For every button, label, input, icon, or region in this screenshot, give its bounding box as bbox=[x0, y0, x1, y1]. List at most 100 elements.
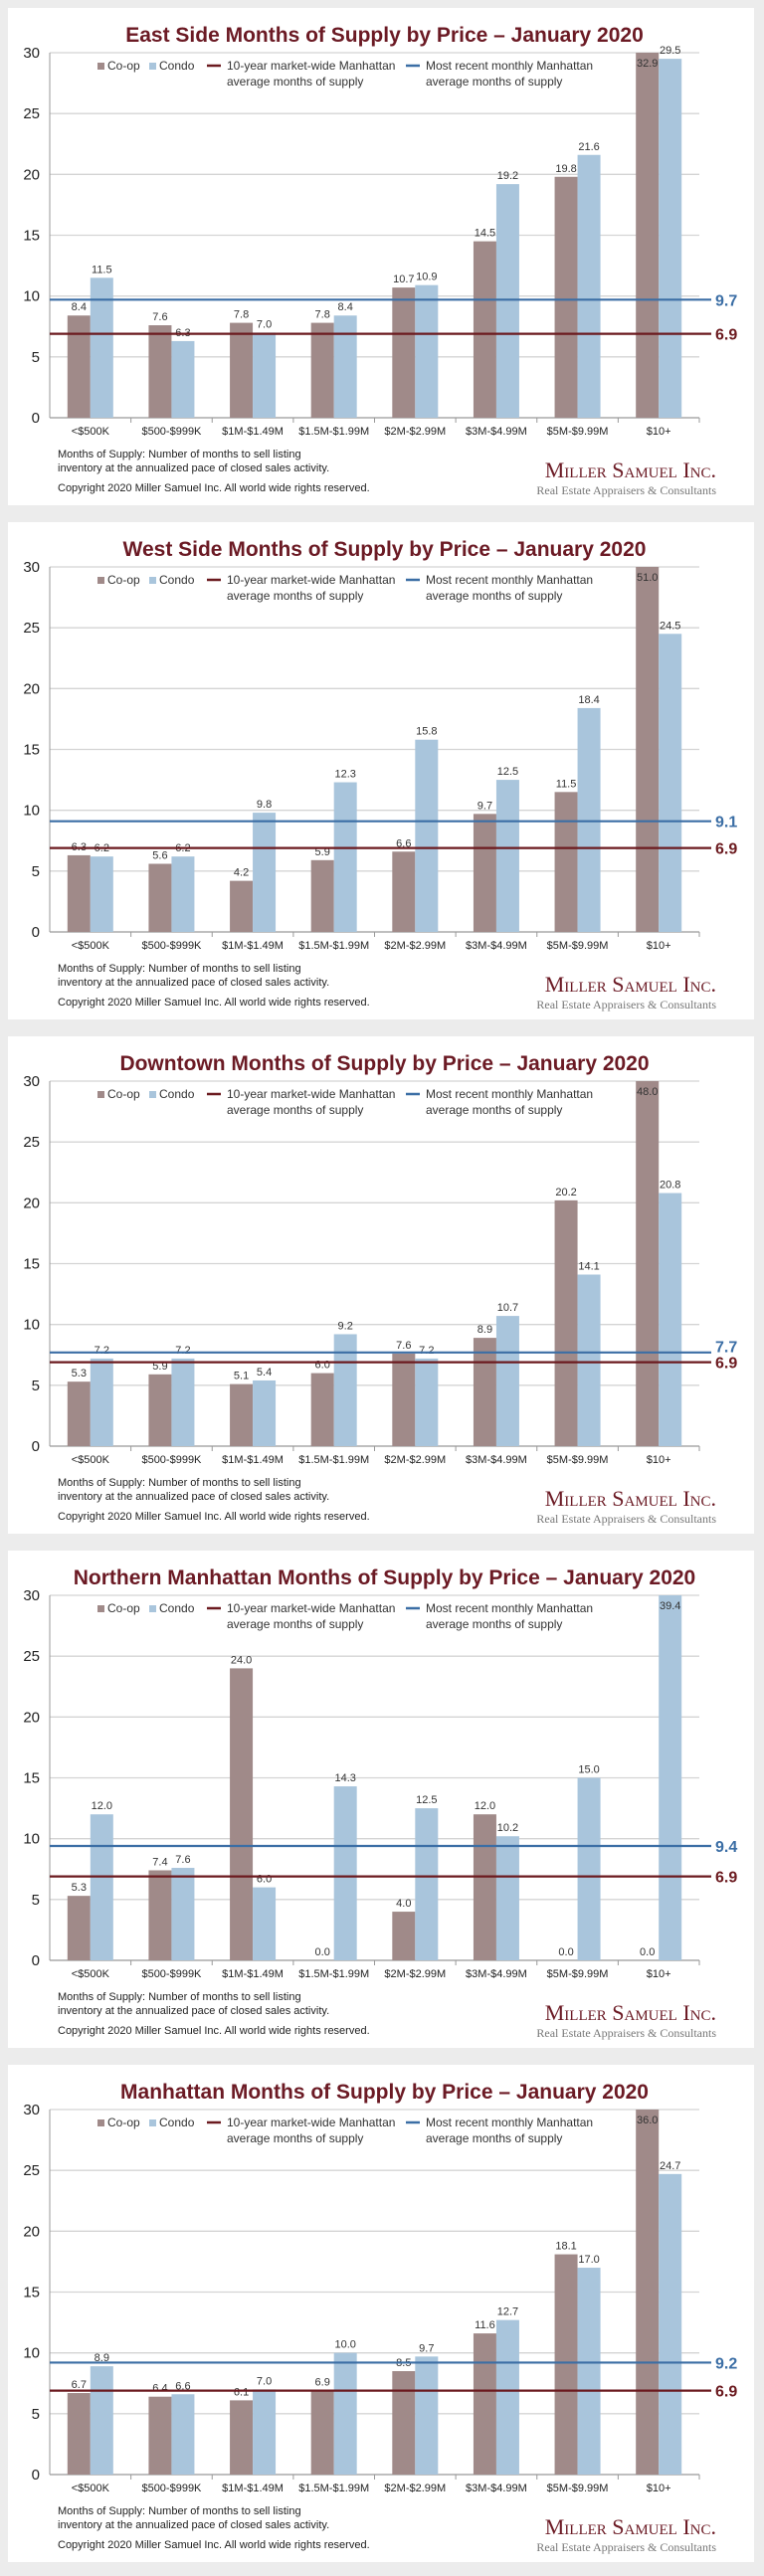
condo-bar bbox=[90, 856, 113, 932]
bar-chart: Northern Manhattan Months of Supply by P… bbox=[23, 1566, 737, 2040]
data-label: 29.5 bbox=[660, 45, 680, 57]
legend-ten-year-label: average months of supply bbox=[227, 2131, 363, 2145]
coop-bar bbox=[230, 2400, 254, 2475]
footnote: Months of Supply: Number of months to se… bbox=[58, 1991, 301, 2003]
condo-bar bbox=[333, 315, 357, 418]
condo-bar bbox=[495, 1836, 519, 1960]
condo-bar bbox=[415, 1358, 439, 1446]
legend-condo-swatch bbox=[149, 1605, 156, 1612]
x-category-label: <$500K bbox=[72, 940, 110, 952]
logo-tagline: Real Estate Appraisers & Consultants bbox=[536, 483, 716, 497]
data-label: 14.3 bbox=[334, 1772, 355, 1784]
y-tick-label: 25 bbox=[23, 2162, 40, 2179]
coop-bar bbox=[310, 859, 334, 932]
coop-bar bbox=[310, 322, 334, 418]
x-category-label: $1M-$1.49M bbox=[222, 2483, 284, 2494]
data-label: 20.2 bbox=[555, 1187, 576, 1198]
coop-bar bbox=[67, 1381, 91, 1446]
condo-bar bbox=[659, 59, 682, 418]
data-label: 8.9 bbox=[478, 1324, 492, 1336]
coop-bar bbox=[310, 1373, 334, 1446]
y-tick-label: 10 bbox=[23, 288, 40, 305]
coop-bar bbox=[392, 1912, 416, 1960]
coop-bar bbox=[148, 325, 172, 418]
x-category-label: $1M-$1.49M bbox=[222, 1968, 284, 1980]
legend-recent-label: average months of supply bbox=[426, 2131, 562, 2145]
x-category-label: $500-$999K bbox=[141, 2483, 202, 2494]
data-label: 32.9 bbox=[637, 58, 658, 70]
data-label: 9.8 bbox=[257, 799, 272, 811]
condo-bar bbox=[333, 1786, 357, 1960]
y-tick-label: 0 bbox=[32, 1952, 40, 1969]
condo-bar bbox=[659, 1193, 682, 1446]
data-label: 10.9 bbox=[416, 272, 437, 283]
bar-chart: Manhattan Months of Supply by Price – Ja… bbox=[23, 2081, 737, 2554]
condo-bar bbox=[659, 2173, 682, 2475]
ten-year-average-line-label: 6.9 bbox=[715, 1870, 737, 1887]
data-label: 5.1 bbox=[234, 1371, 249, 1382]
recent-average-line-label: 9.2 bbox=[715, 2355, 737, 2372]
data-label: 6.4 bbox=[152, 2383, 167, 2395]
condo-bar bbox=[577, 1274, 601, 1446]
coop-bar bbox=[473, 1338, 496, 1446]
coop-bar bbox=[392, 287, 416, 418]
data-label: 48.0 bbox=[637, 1086, 658, 1098]
y-tick-label: 25 bbox=[23, 105, 40, 122]
y-tick-label: 30 bbox=[23, 1587, 40, 1604]
data-label: 4.2 bbox=[234, 867, 249, 879]
data-label: 6.0 bbox=[257, 1874, 272, 1886]
logo: Miller Samuel Inc. bbox=[545, 2000, 716, 2025]
x-category-label: $10+ bbox=[647, 940, 671, 952]
data-label: 24.5 bbox=[660, 620, 680, 632]
data-label: 7.2 bbox=[175, 1345, 190, 1357]
data-label: 9.7 bbox=[419, 2342, 434, 2354]
y-tick-label: 5 bbox=[32, 1892, 40, 1909]
legend-recent-label: Most recent monthly Manhattan bbox=[426, 2116, 593, 2129]
condo-bar bbox=[577, 2268, 601, 2475]
x-category-label: <$500K bbox=[72, 2483, 110, 2494]
y-tick-label: 0 bbox=[32, 2467, 40, 2484]
data-label: 11.6 bbox=[475, 2319, 495, 2331]
coop-bar bbox=[554, 792, 578, 932]
legend-condo-swatch bbox=[149, 1091, 156, 1098]
data-label: 39.4 bbox=[660, 1600, 680, 1612]
logo-tagline: Real Estate Appraisers & Consultants bbox=[536, 1512, 716, 1526]
legend-condo-swatch bbox=[149, 577, 156, 584]
coop-bar bbox=[636, 1081, 660, 1446]
y-tick-label: 0 bbox=[32, 1438, 40, 1455]
x-category-label: $1M-$1.49M bbox=[222, 1454, 284, 1466]
data-label: 12.7 bbox=[497, 2306, 518, 2318]
y-tick-label: 0 bbox=[32, 410, 40, 427]
chart-panel: West Side Months of Supply by Price – Ja… bbox=[8, 522, 754, 1019]
legend-condo-swatch bbox=[149, 63, 156, 70]
logo-tagline: Real Estate Appraisers & Consultants bbox=[536, 2026, 716, 2040]
coop-bar bbox=[554, 2254, 578, 2475]
data-label: 7.6 bbox=[152, 311, 167, 323]
condo-bar bbox=[90, 2366, 113, 2475]
data-label: 7.2 bbox=[95, 1345, 109, 1357]
x-category-label: $5M-$9.99M bbox=[547, 1454, 609, 1466]
x-category-label: $1.5M-$1.99M bbox=[298, 2483, 369, 2494]
data-label: 6.0 bbox=[315, 1360, 330, 1372]
data-label: 9.7 bbox=[478, 800, 492, 812]
x-category-label: $500-$999K bbox=[141, 1968, 202, 1980]
footnote: Months of Supply: Number of months to se… bbox=[58, 963, 301, 975]
copyright: Copyright 2020 Miller Samuel Inc. All wo… bbox=[58, 2025, 370, 2037]
x-category-label: $3M-$4.99M bbox=[466, 1968, 527, 1980]
x-category-label: $500-$999K bbox=[141, 426, 202, 438]
data-label: 8.9 bbox=[95, 2352, 109, 2364]
data-label: 5.3 bbox=[72, 1882, 87, 1894]
footnote: inventory at the annualized pace of clos… bbox=[58, 977, 329, 989]
x-category-label: $2M-$2.99M bbox=[384, 2483, 446, 2494]
condo-bar bbox=[171, 1868, 195, 1960]
ten-year-average-line-label: 6.9 bbox=[715, 327, 737, 344]
data-label: 6.6 bbox=[175, 2380, 190, 2392]
coop-bar bbox=[148, 1870, 172, 1960]
data-label: 18.4 bbox=[578, 694, 599, 706]
coop-bar bbox=[392, 2371, 416, 2475]
data-label: 24.7 bbox=[660, 2160, 680, 2172]
x-category-label: $500-$999K bbox=[141, 940, 202, 952]
condo-bar bbox=[90, 277, 113, 418]
coop-bar bbox=[230, 1668, 254, 1960]
recent-average-line-label: 7.7 bbox=[715, 1340, 737, 1357]
